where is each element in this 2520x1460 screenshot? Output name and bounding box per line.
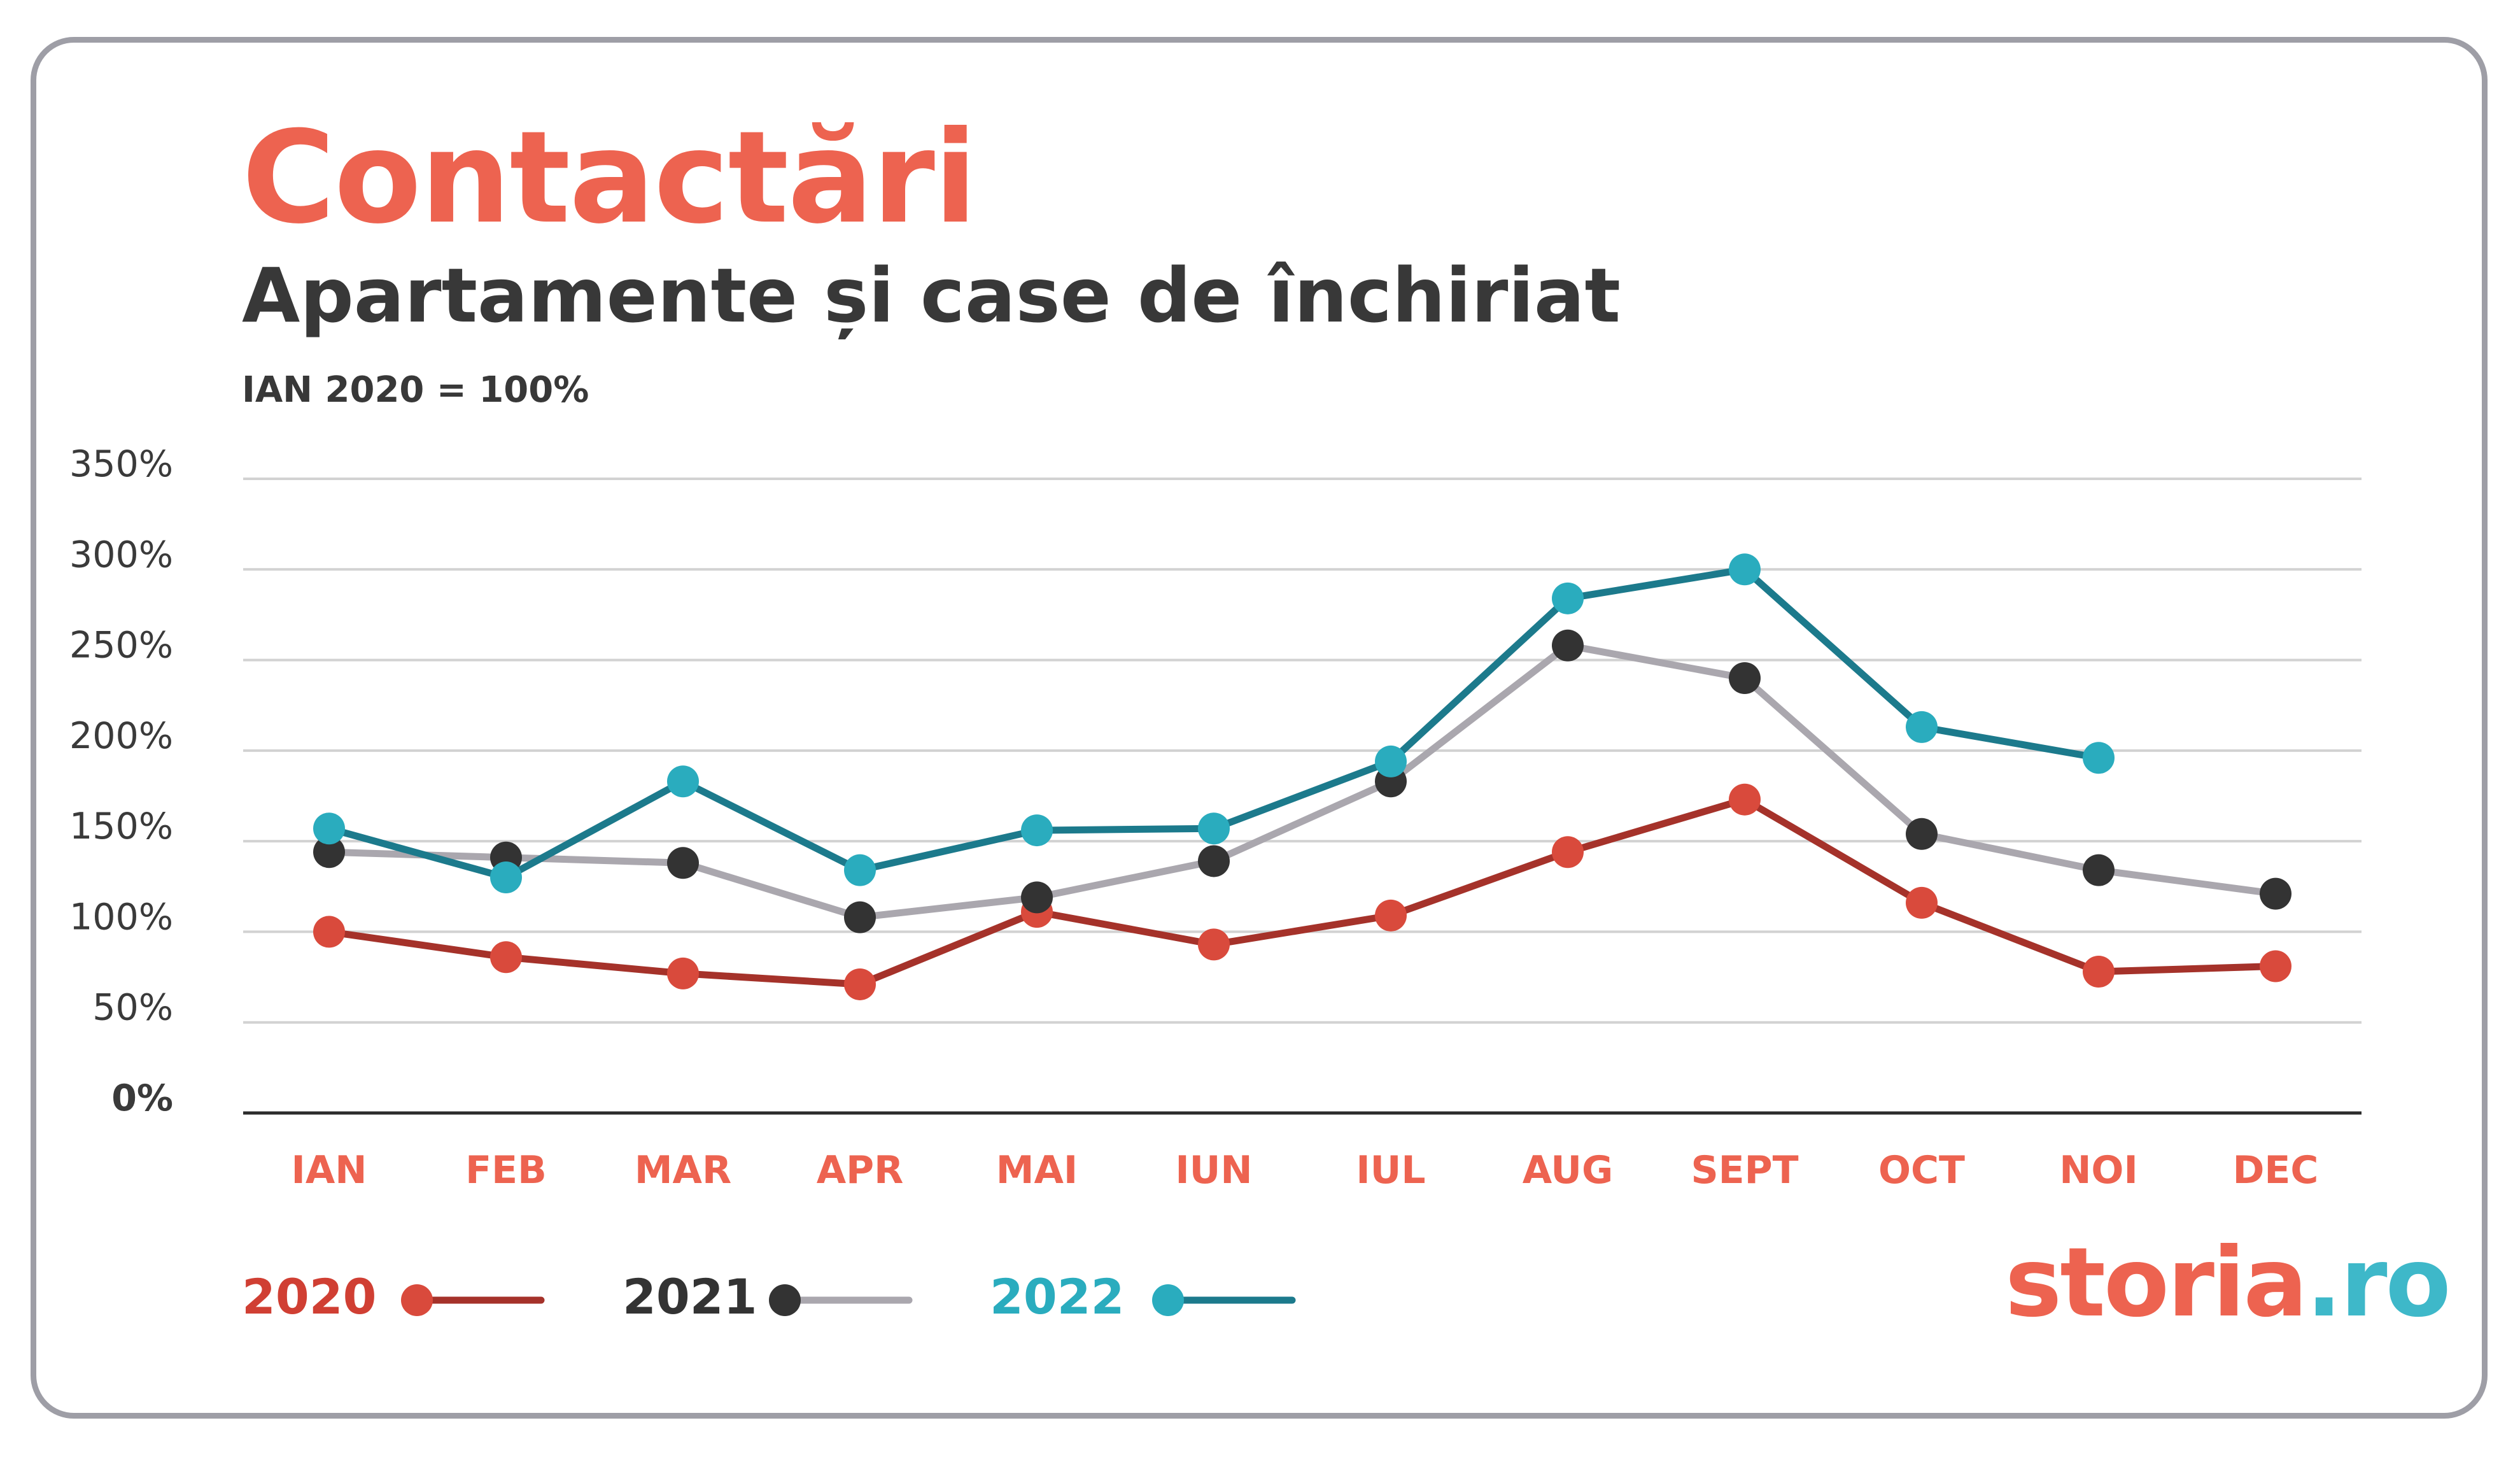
data-point-2020 [1729,783,1761,816]
data-point-2021 [1021,881,1053,914]
base-note: IAN 2020 = 100% [242,369,589,411]
data-point-2020 [2083,956,2115,988]
data-point-2021 [667,847,699,879]
x-tick-label: IUN [1175,1148,1252,1193]
x-tick-label: MAR [635,1148,731,1193]
logo-text-storia: storia [2005,1228,2308,1338]
data-point-2022 [1021,814,1053,847]
x-tick-label: AUG [1523,1148,1614,1193]
data-point-2021 [2260,877,2291,910]
legend-marker-2020 [401,1284,433,1316]
data-point-2022 [844,854,876,886]
data-point-2022 [1198,812,1230,845]
data-point-2021 [313,836,345,868]
data-point-2021 [1729,662,1761,695]
y-tick-label: 250% [69,625,173,667]
data-point-2022 [667,765,699,798]
data-point-2020 [1198,928,1230,961]
data-point-2022 [490,861,522,894]
data-point-2022 [1552,582,1584,614]
x-tick-label: SEPT [1691,1148,1798,1193]
x-tick-label: DEC [2233,1148,2319,1193]
legend-marker-2022 [1152,1284,1184,1316]
y-tick-label: 300% [69,534,173,576]
chart-card [31,37,2488,1419]
data-point-2020 [313,916,345,948]
series-line-2020 [325,796,2279,988]
x-tick-label: IAN [292,1148,367,1193]
data-point-2022 [2083,742,2115,774]
data-point-2022 [313,812,345,845]
data-point-2020 [490,941,522,974]
data-point-2020 [667,957,699,989]
chart-subtitle: Apartamente și case de închiriat [242,252,1621,339]
y-tick-label: 350% [69,443,173,485]
data-point-2021 [1552,629,1584,662]
y-tick-label: 100% [69,896,173,938]
legend-label-2020: 2020 [242,1268,377,1325]
data-point-2022 [1729,553,1761,586]
y-tick-label: 200% [69,715,173,757]
y-tick-label: 50% [92,987,173,1029]
legend-label-2021: 2021 [623,1268,757,1325]
data-point-2021 [1906,818,1938,850]
data-point-2022 [1906,711,1938,743]
data-point-2022 [1375,745,1407,777]
data-point-2020 [844,968,876,1000]
storia-logo: storia.ro [2005,1235,2451,1331]
x-tick-label: APR [817,1148,904,1193]
chart-title: Contactări [242,104,977,252]
legend-label-2022: 2022 [990,1268,1125,1325]
data-point-2020 [1375,899,1407,932]
x-tick-label: IUL [1356,1148,1425,1193]
data-point-2020 [1552,836,1584,868]
logo-text-ro: .ro [2305,1228,2451,1338]
data-point-2021 [1198,845,1230,877]
x-tick-label: MAI [996,1148,1078,1193]
series-line-2021 [325,642,2279,921]
x-tick-label: OCT [1878,1148,1965,1193]
data-point-2020 [1906,886,1938,919]
data-point-2021 [844,901,876,933]
y-tick-label: 0% [111,1077,173,1119]
legend-marker-2021 [769,1284,801,1316]
y-tick-label: 150% [69,805,173,847]
data-point-2021 [2083,854,2115,886]
data-point-2020 [2260,950,2291,982]
x-tick-label: FEB [465,1148,547,1193]
x-tick-label: NOI [2059,1148,2138,1193]
